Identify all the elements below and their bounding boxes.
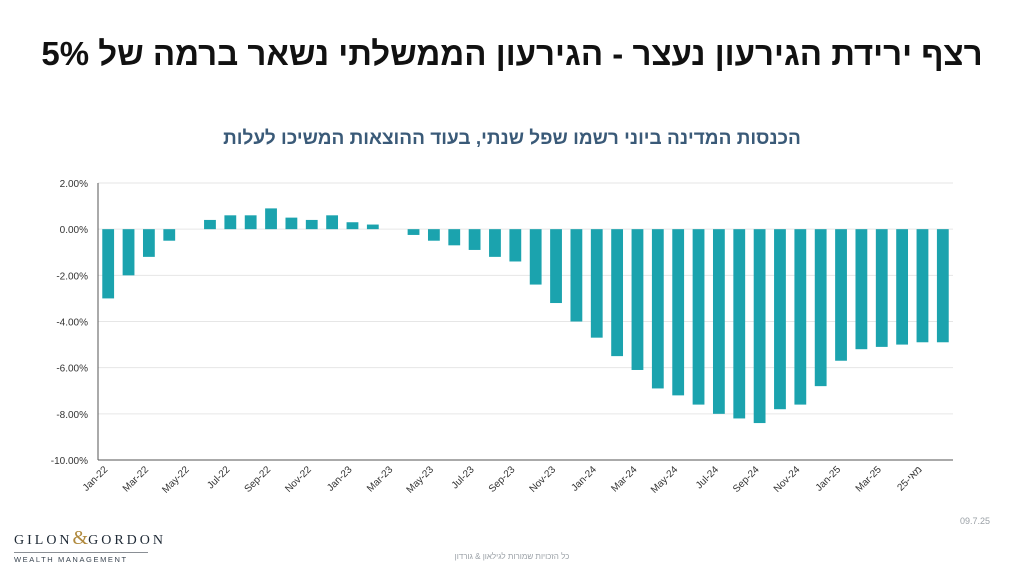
chart-title: רצף ירידת הגירעון נעצר - הגירעון הממשלתי… [41,35,983,72]
bar-Jan-22 [102,229,115,299]
y-tick-label: 0.00% [60,225,88,236]
x-tick-label: Mar-23 [365,464,395,494]
bar-Jul-22 [224,215,237,230]
x-tick-label: Jul-22 [205,464,232,491]
bar-Apr-25 [896,229,909,345]
x-tick-label: Mar-22 [121,464,151,494]
y-tick-label: -10.00% [51,456,88,467]
bar-Nov-24 [794,229,807,405]
bar-Nov-23 [550,229,562,304]
x-tick-label: Nov-22 [283,464,314,495]
bar-Apr-22 [163,229,176,241]
logo-ampersand: & [72,527,89,549]
bar-Mar-24 [631,229,644,370]
bar-Jan-25 [835,229,847,361]
x-tick-label: May-23 [405,464,437,496]
bar-Sep-22 [265,208,277,230]
x-tick-label: Jul-24 [694,464,721,491]
bar-Oct-22 [285,217,298,230]
x-tick-label: Mar-25 [854,464,884,494]
x-tick-label: Sep-22 [243,464,274,495]
company-logo: GILON&GORDON WEALTH MANAGEMENT [14,527,163,564]
x-tick-label: Sep-24 [731,464,762,495]
bar-Jul-24 [712,229,725,414]
x-tick-label: Jan-25 [814,464,844,494]
bar-Aug-23 [489,229,501,257]
y-tick-label: -4.00% [56,318,88,329]
bar-Jun-23 [448,229,461,246]
logo-word-right: GORDON [88,533,166,548]
bar-Mar-25 [875,229,888,347]
x-tick-label: Jul-23 [450,464,477,491]
chart-subtitle: הכנסות המדינה ביוני רשמו שפל שנתי, בעוד … [223,128,801,149]
bar-Dec-22 [326,215,339,230]
bar-Feb-25 [855,229,868,350]
bar-Apr-23 [407,229,420,235]
bar-25-מאי [916,229,929,343]
x-tick-label: Mar-24 [609,464,639,494]
x-tick-label: Jan-22 [81,464,111,494]
y-tick-label: 2.00% [60,179,88,190]
bar-Oct-23 [529,229,542,285]
y-tick-label: -2.00% [56,271,88,282]
bar-Sep-23 [509,229,522,262]
logo-divider [14,552,148,553]
x-tick-label: Jan-23 [325,464,355,494]
x-tick-label: Nov-24 [772,464,803,495]
bar-Dec-24 [814,229,827,387]
bar-Jun-22 [204,219,216,230]
x-tick-label: May-22 [160,464,192,496]
bar-May-24 [672,229,685,396]
x-tick-label: Jan-24 [569,464,599,494]
bar-Aug-24 [733,229,746,419]
bar-Feb-23 [366,224,379,230]
bar-Jan-23 [346,222,359,230]
bar-Jun-24 [692,229,705,405]
bar-Feb-22 [122,229,135,276]
bar-Jun-25 [936,229,949,343]
bar-Jan-24 [590,229,603,338]
bar-Nov-22 [305,219,318,230]
y-tick-label: -8.00% [56,410,88,421]
x-tick-label: Sep-23 [487,464,518,495]
logo-tagline: WEALTH MANAGEMENT [14,555,128,564]
bar-Apr-24 [651,229,664,389]
bar-Mar-22 [142,229,155,257]
date-stamp: 09.7.25 [959,516,990,526]
bar-Sep-24 [753,229,766,424]
logo-word-left: GILON [14,533,73,548]
x-tick-label: May-24 [649,464,681,496]
x-tick-label: Nov-23 [528,464,559,495]
bar-Jul-23 [468,229,481,250]
copyright-notice: כל הזכויות שמורות לגילאון & גורדון [454,552,570,561]
bar-May-23 [427,229,440,241]
bar-Feb-24 [611,229,624,357]
bar-Aug-22 [244,215,257,230]
bar-Oct-24 [774,229,786,410]
y-tick-label: -6.00% [56,364,88,375]
bar-Dec-23 [570,229,583,322]
x-tick-label: 25-מאי [895,464,924,493]
